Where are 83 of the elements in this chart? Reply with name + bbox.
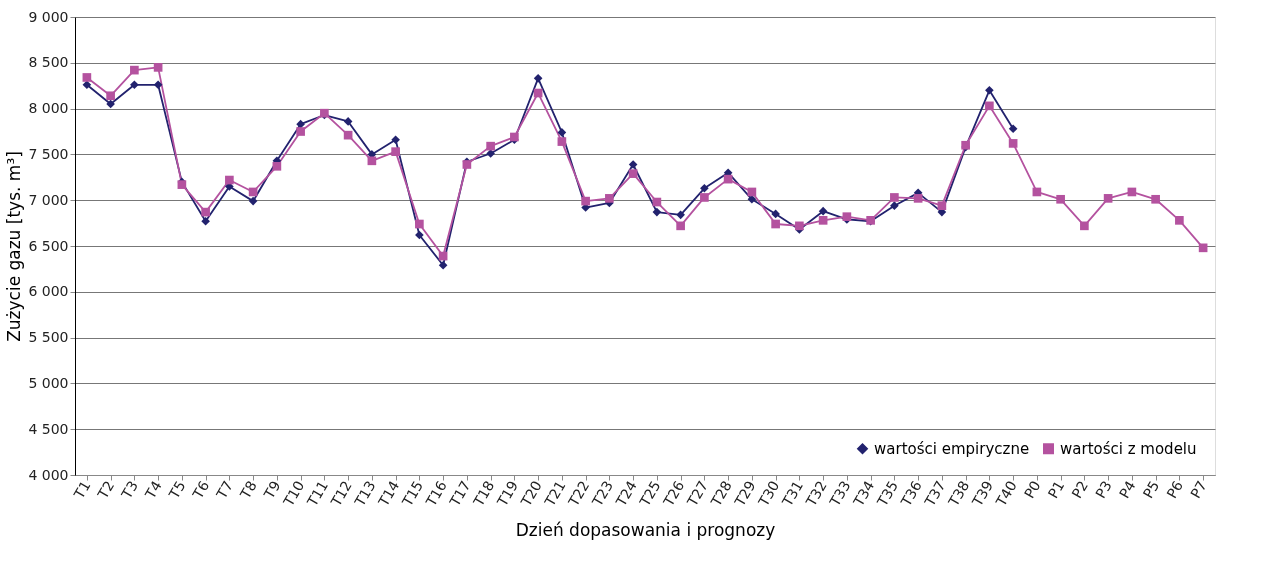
y-tick-label: 5 500	[28, 329, 69, 346]
legend-label: wartości empiryczne	[874, 439, 1030, 458]
y-tick-label: 8 000	[28, 100, 69, 117]
point	[676, 221, 685, 231]
x-tick-label: T7	[212, 478, 236, 502]
point	[201, 207, 210, 217]
point	[676, 210, 685, 220]
point	[1175, 216, 1184, 225]
point	[106, 91, 115, 101]
y-tick-label: 7 500	[28, 145, 69, 162]
x-tick-label: P0	[1020, 478, 1044, 502]
point	[890, 201, 899, 211]
x-tick-label: T3	[117, 478, 141, 502]
point	[82, 73, 92, 82]
point	[1151, 194, 1160, 204]
y-tick-label: 7 000	[28, 191, 69, 208]
point	[605, 194, 614, 203]
x-tick-label: T2	[94, 478, 118, 502]
point	[343, 117, 353, 126]
y-tick-label: 8 500	[28, 54, 69, 71]
point	[581, 196, 590, 206]
point	[367, 156, 377, 166]
point	[985, 101, 994, 111]
point	[438, 260, 448, 270]
x-tick-label: T4	[141, 477, 165, 502]
x-tick-label: T1	[70, 478, 94, 502]
point	[153, 63, 163, 72]
point	[225, 175, 234, 185]
y-tick-label: 6 500	[28, 237, 69, 254]
point	[1008, 139, 1018, 148]
point	[700, 193, 709, 202]
y-tick-label: 4 000	[28, 466, 69, 483]
point	[628, 169, 638, 178]
point	[130, 65, 139, 75]
x-tick-label: P1	[1044, 478, 1068, 502]
x-tick-label: P5	[1139, 478, 1163, 502]
point	[700, 183, 709, 193]
point	[153, 80, 163, 90]
x-tick-label: P7	[1187, 478, 1210, 502]
point	[890, 193, 899, 202]
point	[486, 149, 495, 158]
point	[296, 119, 305, 129]
point	[771, 209, 780, 219]
point	[1103, 194, 1113, 203]
point	[818, 216, 828, 225]
point	[272, 161, 282, 171]
x-tick-label: P2	[1068, 478, 1091, 502]
point	[82, 80, 92, 90]
y-tick-label: 4 500	[28, 420, 69, 437]
y-tick-label: 9 000	[28, 8, 69, 25]
point	[937, 201, 947, 211]
point	[557, 137, 567, 146]
point	[985, 85, 994, 95]
point	[533, 74, 543, 83]
x-tick-label: T6	[189, 477, 213, 502]
point	[1080, 221, 1089, 231]
point	[795, 221, 804, 231]
x-tick-label: T5	[165, 478, 189, 502]
x-tick-label: T9	[260, 478, 284, 502]
x-tick-label: P6	[1163, 477, 1186, 502]
point	[130, 80, 139, 90]
y-axis-title: Zużycie gazu [tys. m³]	[4, 151, 25, 342]
point	[1056, 194, 1065, 204]
point	[296, 127, 305, 136]
legend-label: wartości z modelu	[1060, 439, 1197, 458]
point	[248, 196, 258, 206]
point	[391, 135, 400, 145]
point	[913, 194, 923, 203]
x-tick-label: P3	[1092, 478, 1115, 502]
x-axis-title: Dzień dopasowania i prognozy	[515, 519, 776, 540]
x-tick-label: T8	[236, 478, 260, 502]
point	[1008, 124, 1018, 134]
point	[415, 219, 424, 229]
point	[557, 128, 567, 137]
x-tick-label: P4	[1115, 477, 1139, 502]
point	[652, 207, 662, 217]
point	[771, 219, 780, 229]
point	[201, 216, 210, 226]
point	[486, 141, 495, 151]
y-tick-label: 5 000	[28, 374, 69, 391]
point	[818, 206, 828, 216]
point	[391, 147, 400, 156]
y-tick-label: 6 000	[28, 283, 69, 300]
